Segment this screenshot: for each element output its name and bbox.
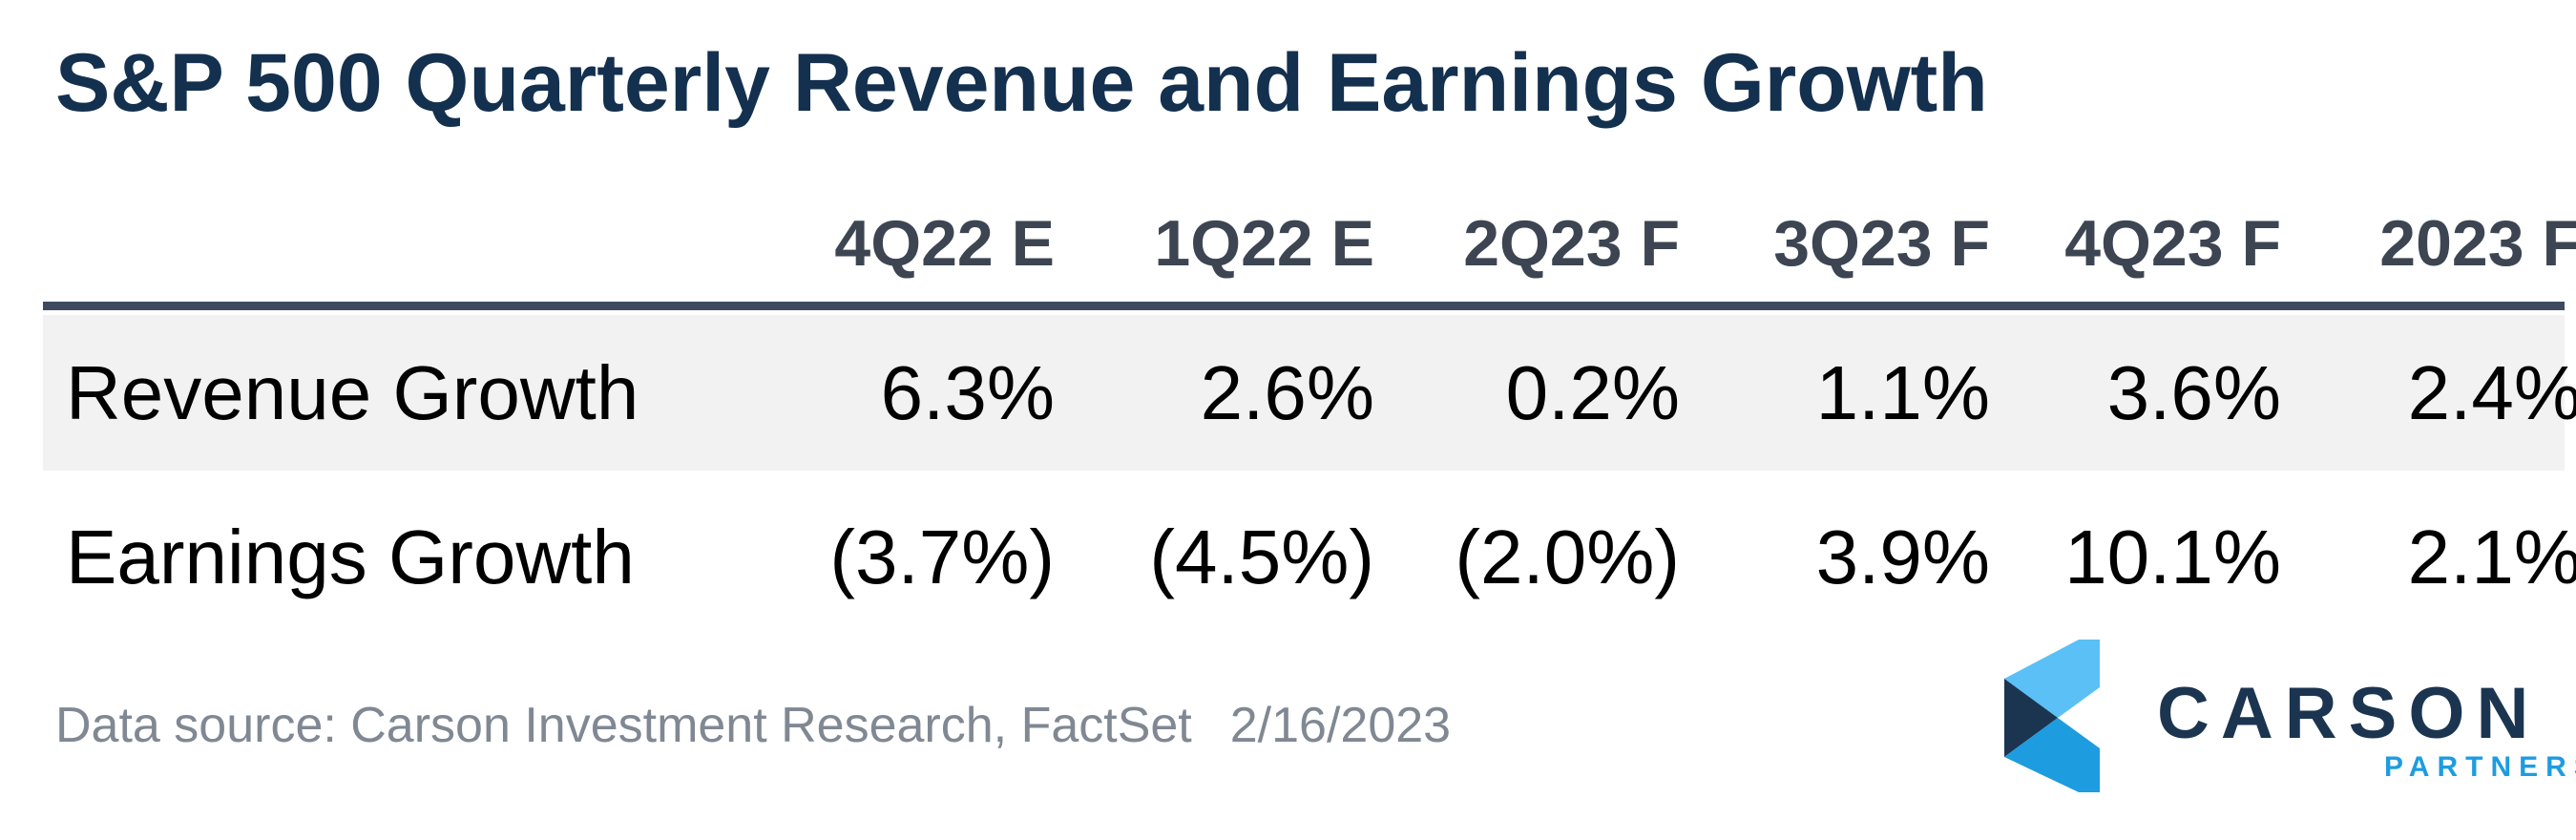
source-text: Data source: Carson Investment Research,… [55, 698, 1192, 753]
table-cell: 3.6% [2106, 350, 2281, 435]
source-date: 2/16/2023 [1229, 698, 1452, 753]
table-cell: 10.1% [2064, 514, 2281, 599]
column-header: 2023 F [2379, 207, 2576, 280]
table-cell: (2.0%) [1455, 514, 1680, 599]
data-source-note: Data source: Carson Investment Research,… [55, 687, 1451, 764]
table-cell: 0.2% [1505, 350, 1680, 435]
row-label: Earnings Growth [66, 514, 635, 599]
table-cell: 2.4% [2407, 350, 2576, 435]
table-row-revenue-growth: Revenue Growth 6.3% 2.6% 0.2% 1.1% 3.6% … [43, 315, 2576, 471]
chart-title: S&P 500 Quarterly Revenue and Earnings G… [55, 37, 1988, 129]
table-cell: 3.9% [1815, 514, 1990, 599]
column-header: 1Q22 E [1154, 207, 1374, 280]
logo-wordmark: CARSON [2157, 673, 2541, 754]
row-label: Revenue Growth [66, 350, 639, 435]
table-cell: 6.3% [880, 350, 1055, 435]
table-cell: (3.7%) [829, 514, 1055, 599]
carson-partners-logo: CARSON PARTNERS [2004, 640, 2576, 802]
carson-logo-mark-icon [2004, 640, 2100, 792]
table-header-row: 4Q22 E 1Q22 E 2Q23 F 3Q23 F 4Q23 F 2023 … [43, 191, 2576, 296]
table-cell: (4.5%) [1149, 514, 1374, 599]
table-row-earnings-growth: Earnings Growth (3.7%) (4.5%) (2.0%) 3.9… [43, 479, 2576, 635]
column-header: 3Q23 F [1773, 207, 1990, 280]
header-divider [43, 302, 2565, 310]
table-cell: 1.1% [1815, 350, 1990, 435]
logo-subtitle: PARTNERS [2384, 751, 2576, 783]
table-cell: 2.1% [2407, 514, 2576, 599]
table-cell: 2.6% [1200, 350, 1374, 435]
column-header: 4Q23 F [2064, 207, 2281, 280]
column-header: 2Q23 F [1463, 207, 1680, 280]
column-header: 4Q22 E [834, 207, 1055, 280]
